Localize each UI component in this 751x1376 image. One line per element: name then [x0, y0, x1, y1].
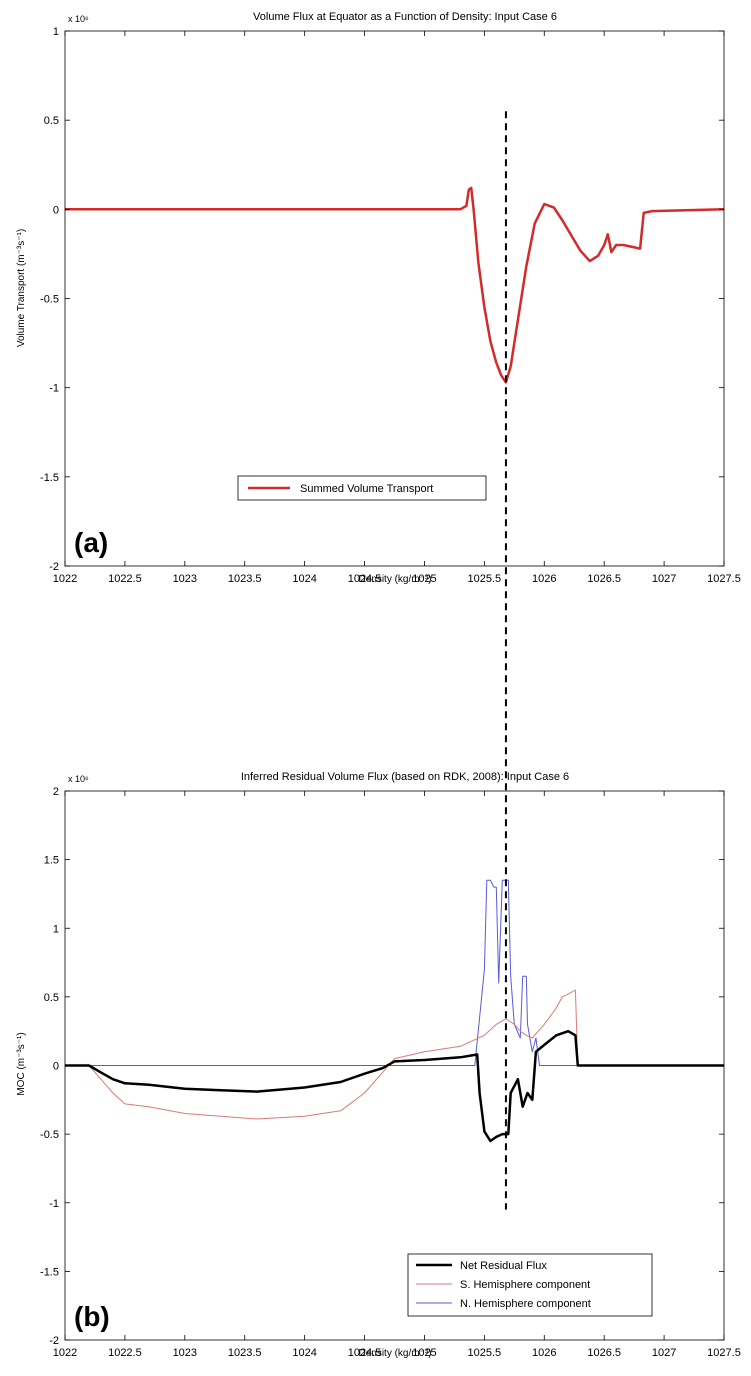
chart-a-plot-area: [65, 186, 725, 384]
chart-b-y-tick-label: 0.5: [44, 992, 59, 1004]
chart-b-x-tick-label: 1026: [532, 1347, 556, 1359]
chart-b-title: Inferred Residual Volume Flux (based on …: [241, 771, 569, 783]
chart-b-y-tick-label: 2: [53, 786, 59, 798]
chart-b-x-tick-label: 1027.5: [707, 1347, 741, 1359]
chart-a-y-tick-label: -1.5: [40, 472, 59, 484]
chart-b-y-axis-label: MOC (m⁻³s⁻¹): [16, 1032, 27, 1095]
chart-a-y-tick-label: 0.5: [44, 115, 59, 127]
chart-a-x-tick-label: 1025: [412, 573, 436, 585]
chart-b-y-tick-label: 1: [53, 923, 59, 935]
chart-b-panel-label: (b): [74, 1301, 110, 1332]
chart-a-y-tick-label: -2: [49, 561, 59, 573]
chart-b-x-tick-label: 1023.5: [228, 1347, 262, 1359]
chart-a-y-tick-label: -0.5: [40, 294, 59, 306]
chart-a-x-tick-label: 1023: [173, 573, 197, 585]
chart-a-x-tick-label: 1022: [53, 573, 77, 585]
chart-b-x-tick-label: 1022: [53, 1347, 77, 1359]
chart-b-x-tick-label: 1022.5: [108, 1347, 142, 1359]
chart-a-legend-label-summed-volume-transport: Summed Volume Transport: [300, 483, 433, 495]
chart-b-y-tick-label: 0: [53, 1061, 59, 1073]
chart-a-x-tick-label: 1024: [292, 573, 316, 585]
chart-b: Inferred Residual Volume Flux (based on …: [16, 771, 741, 1359]
chart-a-x-tick-label: 1026.5: [587, 573, 621, 585]
chart-a-y-tick-label: -1: [49, 383, 59, 395]
chart-b-y-tick-label: -2: [49, 1335, 59, 1347]
chart-b-y-tick-label: -0.5: [40, 1129, 59, 1141]
chart-b-legend-label-s-hemisphere: S. Hemisphere component: [460, 1279, 590, 1291]
chart-b-legend-label-net-residual-flux: Net Residual Flux: [460, 1260, 547, 1272]
chart-a: Volume Flux at Equator as a Function of …: [16, 11, 741, 585]
chart-a-x-tick-label: 1023.5: [228, 573, 262, 585]
chart-b-x-axis-label: Density (kg/m⁻³): [358, 1348, 431, 1359]
chart-a-x-tick-label: 1024.5: [348, 573, 382, 585]
chart-a-legend: Summed Volume Transport: [237, 475, 487, 501]
chart-a-x-tick-label: 1022.5: [108, 573, 142, 585]
chart-b-x-tick-label: 1027: [652, 1347, 676, 1359]
chart-b-x-tick-label: 1024.5: [348, 1347, 382, 1359]
chart-a-y-axis: 1 0.5 0 -0.5 -1 -1.5 -2: [40, 26, 724, 573]
chart-b-x-tick-label: 1025: [412, 1347, 436, 1359]
chart-b-x-tick-label: 1024: [292, 1347, 316, 1359]
chart-a-y-multiplier: x 10⁶: [68, 14, 89, 24]
chart-b-y-tick-label: -1.5: [40, 1266, 59, 1278]
chart-a-x-tick-label: 1027: [652, 573, 676, 585]
chart-b-legend: Net Residual Flux S. Hemisphere componen…: [407, 1253, 653, 1317]
chart-b-y-tick-label: 1.5: [44, 855, 59, 867]
chart-a-y-axis-label: Volume Transport (m⁻³s⁻¹): [16, 229, 27, 347]
chart-a-panel-label: (a): [74, 527, 108, 558]
chart-a-y-tick-label: 0: [53, 204, 59, 216]
chart-b-x-tick-label: 1026.5: [587, 1347, 621, 1359]
chart-a-x-axis-label: Density (kg/m⁻³): [358, 574, 431, 585]
chart-b-y-multiplier: x 10⁶: [68, 774, 89, 784]
chart-a-x-tick-label: 1026: [532, 573, 556, 585]
chart-a-x-axis: 1022 1022.5 1023 1023.5 1024 1024.5 1025 1025.5…: [53, 31, 741, 585]
chart-b-series-n-hemisphere-component: [65, 879, 724, 1066]
chart-b-series-net-residual-flux: [65, 1029, 724, 1143]
chart-a-x-tick-label: 1027.5: [707, 573, 741, 585]
chart-b-series-s-hemisphere-component: [65, 989, 724, 1120]
chart-b-x-axis: 1022 1022.5 1023 1023.5 1024 1024.5 1025 1025.5…: [53, 791, 741, 1359]
chart-b-y-axis: 2 1.5 1 0.5 0 -0.5 -1 -1.5 -2: [40, 786, 724, 1347]
chart-b-legend-label-n-hemisphere: N. Hemisphere component: [460, 1298, 591, 1310]
chart-a-series-summed-volume-transport: [65, 186, 725, 384]
chart-a-title: Volume Flux at Equator as a Function of …: [253, 11, 557, 23]
chart-b-legend-box: [407, 1253, 653, 1317]
chart-b-x-tick-label: 1025.5: [468, 1347, 502, 1359]
chart-a-y-tick-label: 1: [53, 26, 59, 38]
chart-b-plot-area: [65, 879, 724, 1143]
chart-b-x-tick-label: 1023: [173, 1347, 197, 1359]
chart-b-y-tick-label: -1: [49, 1198, 59, 1210]
chart-a-x-tick-label: 1025.5: [468, 573, 502, 585]
